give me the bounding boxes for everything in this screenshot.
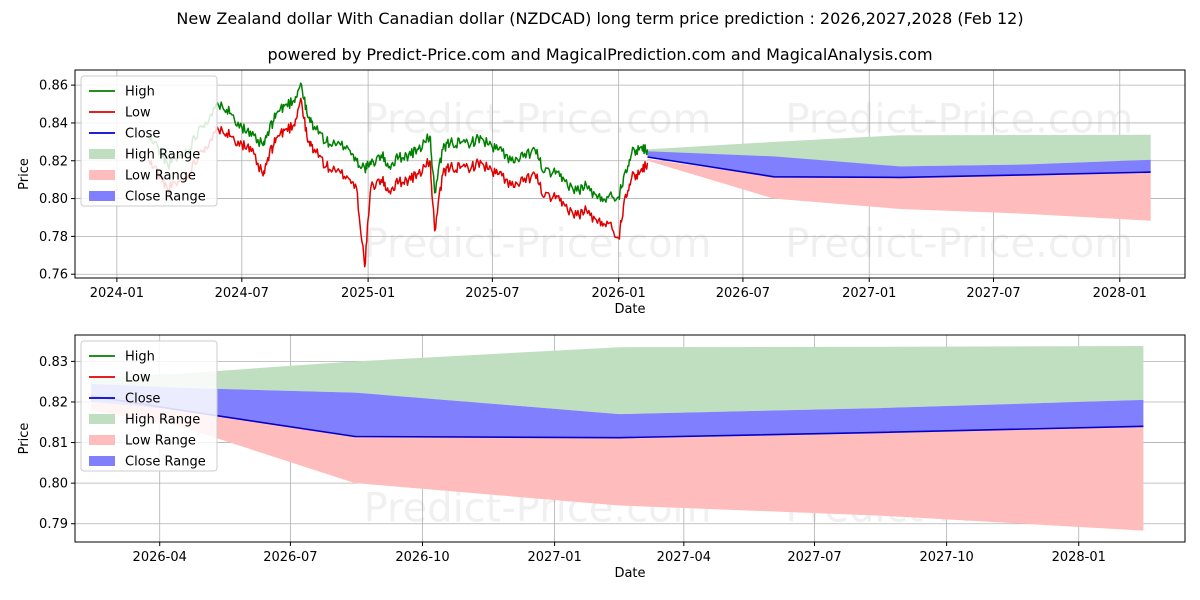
- x-tick-label: 2026-07: [716, 286, 770, 301]
- x-tick-label: 2027-07: [966, 286, 1020, 301]
- legend-label-close-range: Close Range: [125, 455, 206, 470]
- x-tick-label: 2026-04: [133, 550, 187, 565]
- x-tick-label: 2025-07: [465, 286, 519, 301]
- low-range-band: [90, 402, 1144, 531]
- y-tick-label: 0.86: [39, 79, 68, 94]
- legend: High Low Close High Range Low Range Close Ran…: [80, 75, 218, 207]
- legend-label-close: Close: [125, 392, 160, 407]
- y-tick-label: 0.83: [39, 355, 68, 370]
- legend-label-close-range: Close Range: [125, 190, 206, 205]
- x-tick-label: 2027-01: [527, 550, 581, 565]
- y-tick-label: 0.80: [39, 192, 68, 207]
- y-tick-label: 0.84: [39, 116, 68, 131]
- history-low-line: [147, 97, 649, 268]
- y-tick-label: 0.79: [39, 517, 68, 532]
- x-tick-label: 2027-04: [657, 550, 711, 565]
- low-range-band: [647, 158, 1151, 221]
- y-tick-label: 0.82: [39, 154, 68, 169]
- x-axis-label: Date: [614, 566, 645, 581]
- legend-swatch-low-range: [89, 435, 115, 445]
- chart-subtitle: powered by Predict-Price.com and Magical…: [267, 45, 933, 64]
- y-tick-label: 0.80: [39, 477, 68, 492]
- x-tick-label: 2027-01: [842, 286, 896, 301]
- history-high-line: [147, 82, 649, 203]
- legend-swatch-high-range: [89, 149, 115, 159]
- legend-label-high: High: [125, 85, 155, 100]
- y-tick-label: 0.76: [39, 268, 68, 283]
- legend-label-low-range: Low Range: [125, 169, 196, 184]
- chart-title: New Zealand dollar With Canadian dollar …: [176, 9, 1024, 28]
- legend-label-low: Low: [125, 371, 151, 386]
- legend-swatch-high-range: [89, 414, 115, 424]
- legend-label-high: High: [125, 350, 155, 365]
- legend-label-high-range: High Range: [125, 148, 200, 163]
- y-tick-label: 0.78: [39, 230, 68, 245]
- panel-long-term: Predict-Price.com Predict-Price.com Predic…: [17, 69, 1186, 317]
- y-tick-label: 0.81: [39, 436, 68, 451]
- close-range-band: [90, 383, 1144, 438]
- x-tick-label: 2025-01: [341, 286, 395, 301]
- x-tick-label: 2028-01: [1052, 550, 1106, 565]
- x-tick-label: 2024-01: [90, 286, 144, 301]
- legend-label-low: Low: [125, 106, 151, 121]
- legend-swatch-low-range: [89, 170, 115, 180]
- legend-label-high-range: High Range: [125, 413, 200, 428]
- forecast-close-line: [647, 156, 1151, 179]
- legend-swatch-close-range: [89, 191, 115, 201]
- close-range-band: [647, 151, 1151, 178]
- x-tick-label: 2026-10: [395, 550, 449, 565]
- watermark-text: Predict-Price.com: [364, 96, 712, 142]
- watermark-text: Predict-Price.com: [785, 96, 1133, 142]
- legend: High Low Close High Range Low Range Close Ran…: [80, 340, 218, 472]
- panel-forecast-zoom: Predict-Price.comPredict-Price.comPredic…: [17, 334, 1186, 581]
- x-tick-label: 2028-01: [1093, 286, 1147, 301]
- x-tick-label: 2026-07: [263, 550, 317, 565]
- watermark-text: Predict-Price.com: [364, 221, 712, 267]
- x-tick-label: 2027-07: [787, 550, 841, 565]
- legend-label-close: Close: [125, 127, 160, 142]
- x-tick-label: 2027-10: [919, 550, 973, 565]
- watermark-text: Predict-Price.com: [785, 221, 1133, 267]
- x-axis-label: Date: [614, 302, 645, 317]
- x-tick-label: 2024-07: [215, 286, 269, 301]
- y-tick-label: 0.82: [39, 395, 68, 410]
- plot-frame: [74, 334, 1186, 543]
- plot-frame: [74, 69, 1186, 279]
- y-axis-label: Price: [17, 158, 32, 190]
- legend-label-low-range: Low Range: [125, 434, 196, 449]
- legend-swatch-close-range: [89, 456, 115, 466]
- y-axis-label: Price: [17, 423, 32, 455]
- x-tick-label: 2026-01: [592, 286, 646, 301]
- high-range-band: [90, 346, 1144, 415]
- high-range-band: [647, 134, 1151, 167]
